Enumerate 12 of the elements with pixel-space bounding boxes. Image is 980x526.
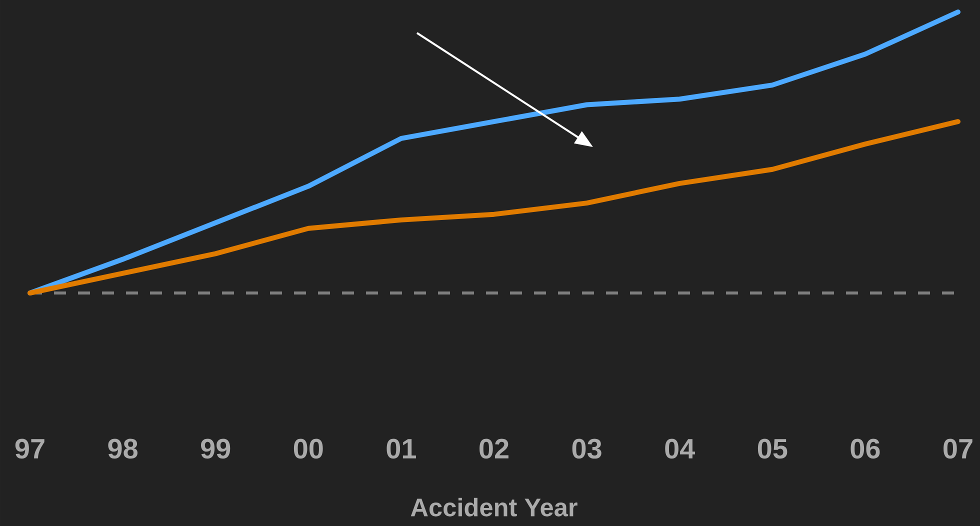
x-tick-label: 04 bbox=[665, 438, 696, 459]
x-tick-label: 97 bbox=[15, 438, 44, 459]
x-tick-label: 98 bbox=[108, 438, 138, 459]
x-tick-label: 06 bbox=[850, 438, 880, 459]
x-tick-label: 07 bbox=[944, 438, 972, 459]
x-tick-label: 05 bbox=[758, 438, 788, 459]
x-tick-label: 99 bbox=[200, 438, 230, 459]
x-tick-label: 01 bbox=[386, 438, 416, 459]
x-tick-label: 00 bbox=[294, 438, 323, 459]
x-tick-label: 02 bbox=[480, 438, 508, 459]
x-axis-title: Accident Year bbox=[410, 498, 578, 516]
x-tick-label: 03 bbox=[572, 438, 602, 459]
